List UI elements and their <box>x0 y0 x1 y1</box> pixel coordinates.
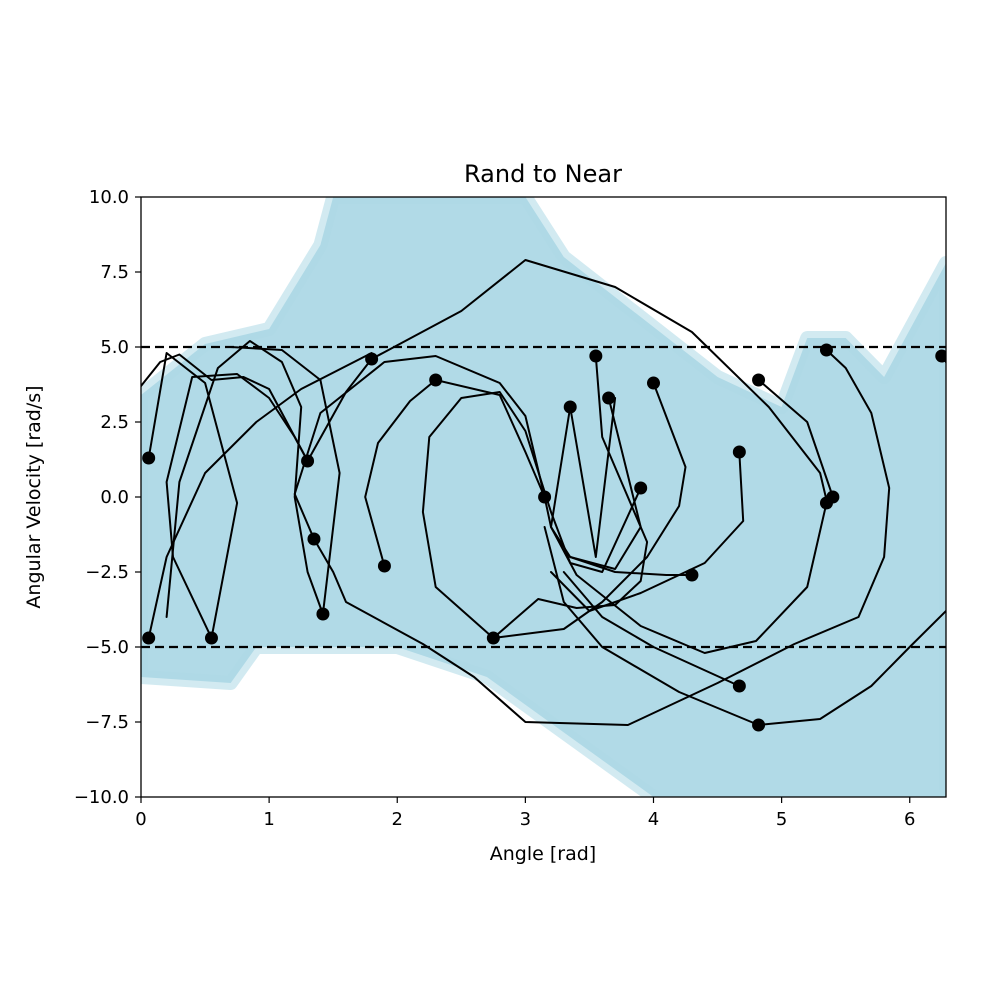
trajectory-18 <box>550 397 642 570</box>
trajectory-8 <box>293 355 546 540</box>
trajectory-2 <box>141 353 309 462</box>
reference-lines <box>141 345 946 649</box>
trajectory-11 <box>364 379 437 567</box>
tree-node-12 <box>563 400 577 414</box>
x-tick-label: 3 <box>520 809 531 830</box>
trajectory-4 <box>165 340 324 618</box>
x-tick-label: 6 <box>904 809 915 830</box>
tree-node-10 <box>486 631 500 645</box>
y-tick-label: −10.0 <box>74 787 129 808</box>
tree-node-25 <box>935 349 946 363</box>
x-tick-label: 4 <box>648 809 659 830</box>
y-tick-label: 2.5 <box>100 412 129 433</box>
tree-node-3 <box>204 631 218 645</box>
tree-node-14 <box>602 391 616 405</box>
trajectory-17 <box>569 397 617 558</box>
tree-node-9 <box>429 373 443 387</box>
tree-node-19 <box>732 679 746 693</box>
x-tick-label: 1 <box>263 809 274 830</box>
tree-node-2 <box>142 631 156 645</box>
trajectory-14 <box>421 391 642 639</box>
trajectory-20 <box>550 451 745 612</box>
y-axis-ticks: −10.0 −7.5 −5.0 −2.5 0.0 2.5 5.0 7.5 10.0 <box>74 187 141 808</box>
x-axis-label: Angle [rad] <box>490 843 596 865</box>
trajectory-16 <box>492 382 687 639</box>
tree-node-18 <box>732 445 746 459</box>
tree-node-13 <box>589 349 603 363</box>
y-tick-label: −2.5 <box>85 562 129 583</box>
y-tick-label: 7.5 <box>100 262 129 283</box>
trajectories <box>141 259 946 726</box>
y-tick-label: −7.5 <box>85 712 129 733</box>
tree-node-16 <box>646 376 660 390</box>
y-axis-label: Angular Velocity [rad/s] <box>23 385 45 608</box>
tree-node-21 <box>752 718 766 732</box>
x-tick-label: 0 <box>135 809 146 830</box>
tree-node-4 <box>301 454 315 468</box>
x-tick-label: 2 <box>392 809 403 830</box>
trajectory-22 <box>543 526 760 726</box>
trajectory-21 <box>562 571 741 687</box>
tree-node-17 <box>685 568 699 582</box>
tree-node-1 <box>142 451 156 465</box>
tree-node-20 <box>752 373 766 387</box>
tree-node-15 <box>634 481 648 495</box>
trajectory-23 <box>757 610 946 726</box>
trajectory-12 <box>434 379 546 498</box>
chart-title: Rand to Near <box>464 160 622 188</box>
trajectory-10 <box>147 352 373 639</box>
y-tick-label: 10.0 <box>89 187 129 208</box>
plot-area <box>141 197 946 797</box>
tree-nodes <box>142 343 946 732</box>
trajectory-15 <box>492 355 649 639</box>
trajectory-7 <box>370 259 828 501</box>
trajectory-1 <box>147 352 239 639</box>
y-tick-label: 0.0 <box>100 487 129 508</box>
tree-node-8 <box>377 559 391 573</box>
x-tick-label: 5 <box>776 809 787 830</box>
y-tick-label: −5.0 <box>85 637 129 658</box>
tree-node-11 <box>538 490 552 504</box>
trajectory-24 <box>757 379 834 498</box>
y-tick-label: 5.0 <box>100 337 129 358</box>
x-axis-ticks: 0 1 2 3 4 5 6 <box>135 797 915 830</box>
tree-node-22 <box>819 343 833 357</box>
tree-node-5 <box>307 532 321 546</box>
tree-node-7 <box>365 352 379 366</box>
tree-node-24 <box>826 490 840 504</box>
tree-node-6 <box>316 607 330 621</box>
trajectory-9 <box>313 349 891 726</box>
